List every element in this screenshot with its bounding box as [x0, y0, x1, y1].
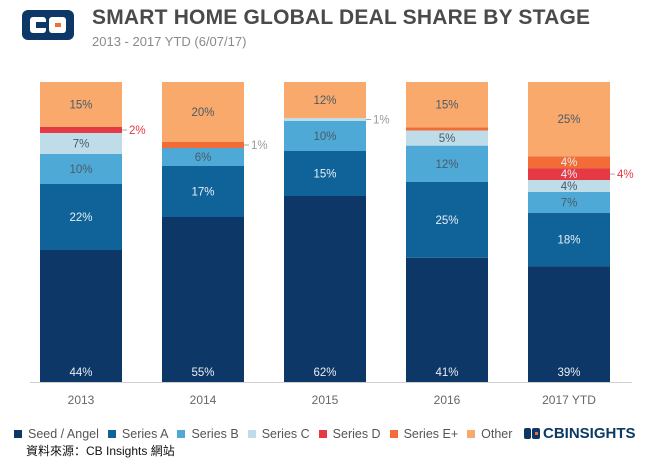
data-label: 5%	[439, 133, 456, 145]
bar-segment-series-a	[162, 166, 244, 217]
data-label: 25%	[435, 215, 458, 227]
legend-item: Series E+	[389, 427, 459, 441]
x-tick-label: 2017 YTD	[542, 393, 596, 407]
bar-segment-seed-angel	[162, 217, 244, 382]
source-note: 資料來源：CB Insights 網站	[26, 444, 175, 458]
legend-swatch	[107, 430, 116, 438]
data-label: 7%	[73, 139, 90, 151]
data-label: 55%	[191, 367, 214, 379]
legend-swatch	[14, 430, 22, 438]
legend-item: Seed / Angel	[14, 427, 99, 441]
stacked-bar-chart: 44% 22% 10% 7% 15% 2013 2% 55% 17% 6% 20% 2014 1% 62%…	[30, 82, 634, 407]
data-label: 41%	[435, 367, 458, 379]
bar-segment-series-c	[40, 133, 122, 154]
cb-mark-icon	[524, 428, 540, 439]
legend-label: Series C	[261, 427, 310, 441]
bar-segment-series-c	[284, 118, 366, 121]
bar-segment-series-e-	[406, 127, 488, 131]
external-data-label: 2%	[129, 125, 146, 137]
bar-segment-series-e-	[528, 156, 610, 169]
bar-segment-series-a	[40, 184, 122, 250]
data-label: 20%	[191, 107, 214, 119]
legend-label: Seed / Angel	[28, 427, 99, 441]
chart-legend: Seed / Angel Series A Series B Series C Seri…	[14, 427, 521, 441]
bar-segment-series-c	[528, 180, 610, 192]
data-label: 4%	[561, 181, 578, 193]
legend-swatch	[247, 430, 256, 438]
bar-segment-seed-angel	[40, 250, 122, 382]
bar-segment-series-b	[406, 145, 488, 182]
data-label: 18%	[557, 234, 580, 246]
legend-item: Other	[467, 427, 512, 441]
bar-segment-seed-angel	[528, 266, 610, 382]
bar-segment-series-a	[284, 151, 366, 196]
data-label: 10%	[313, 131, 336, 143]
bar-segment-other	[406, 82, 488, 128]
bar-segment-series-e-	[162, 142, 244, 148]
data-label: 39%	[557, 367, 580, 379]
legend-swatch	[389, 430, 398, 438]
data-label: 4%	[561, 157, 578, 169]
bar-segment-series-b	[162, 148, 244, 166]
data-label: 15%	[69, 100, 92, 112]
bar-segment-other	[40, 82, 122, 127]
data-label: 12%	[435, 159, 458, 171]
legend-swatch	[177, 430, 186, 438]
legend-item: Series D	[318, 427, 381, 441]
bar-segment-series-d	[528, 168, 610, 181]
bar-segment-series-a	[528, 212, 610, 267]
legend-item: Series B	[177, 427, 239, 441]
bar-segment-series-d	[40, 127, 122, 133]
external-data-label: 1%	[373, 115, 390, 127]
x-tick-label: 2014	[190, 393, 217, 407]
data-label: 17%	[191, 187, 214, 199]
bar-segment-seed-angel	[284, 196, 366, 382]
data-label: 12%	[313, 95, 336, 107]
bar-segment-series-b	[528, 191, 610, 213]
data-label: 22%	[69, 212, 92, 224]
data-label: 25%	[557, 114, 580, 126]
external-data-label: 4%	[617, 169, 634, 181]
bar-segment-other	[284, 82, 366, 118]
external-data-label: 1%	[251, 140, 268, 152]
x-tick-label: 2013	[68, 393, 95, 407]
bar-segment-other	[528, 82, 610, 157]
data-label: 10%	[69, 164, 92, 176]
brand-logo: CBINSIGHTS	[524, 425, 636, 442]
data-label: 4%	[561, 169, 578, 181]
brand-name: CBINSIGHTS	[543, 425, 636, 442]
x-tick-label: 2016	[434, 393, 461, 407]
bar-segment-other	[162, 82, 244, 142]
legend-item: Series C	[247, 427, 310, 441]
legend-label: Other	[481, 427, 513, 441]
bar-segment-series-a	[406, 182, 488, 258]
data-label: 15%	[435, 100, 458, 112]
chart-title: SMART HOME GLOBAL DEAL SHARE BY STAGE	[92, 6, 591, 29]
legend-label: Series D	[332, 427, 381, 441]
legend-swatch	[318, 430, 327, 438]
bar-segment-series-b	[284, 121, 366, 151]
data-label: 44%	[69, 367, 92, 379]
data-label: 7%	[561, 197, 578, 209]
legend-label: Series E+	[403, 427, 459, 441]
data-label: 15%	[313, 169, 336, 181]
bar-segment-series-b	[40, 154, 122, 184]
data-label: 62%	[313, 367, 336, 379]
cb-insights-logo	[22, 10, 74, 40]
legend-label: Series A	[121, 427, 169, 441]
bar-segment-seed-angel	[406, 257, 488, 382]
chart-subtitle: 2013 - 2017 YTD (6/07/17)	[92, 34, 247, 49]
legend-swatch	[467, 430, 476, 438]
legend-item: Series A	[107, 427, 169, 441]
bar-segment-series-c	[406, 130, 488, 146]
legend-label: Series B	[191, 427, 239, 441]
x-tick-label: 2015	[312, 393, 339, 407]
data-label: 6%	[195, 152, 212, 164]
